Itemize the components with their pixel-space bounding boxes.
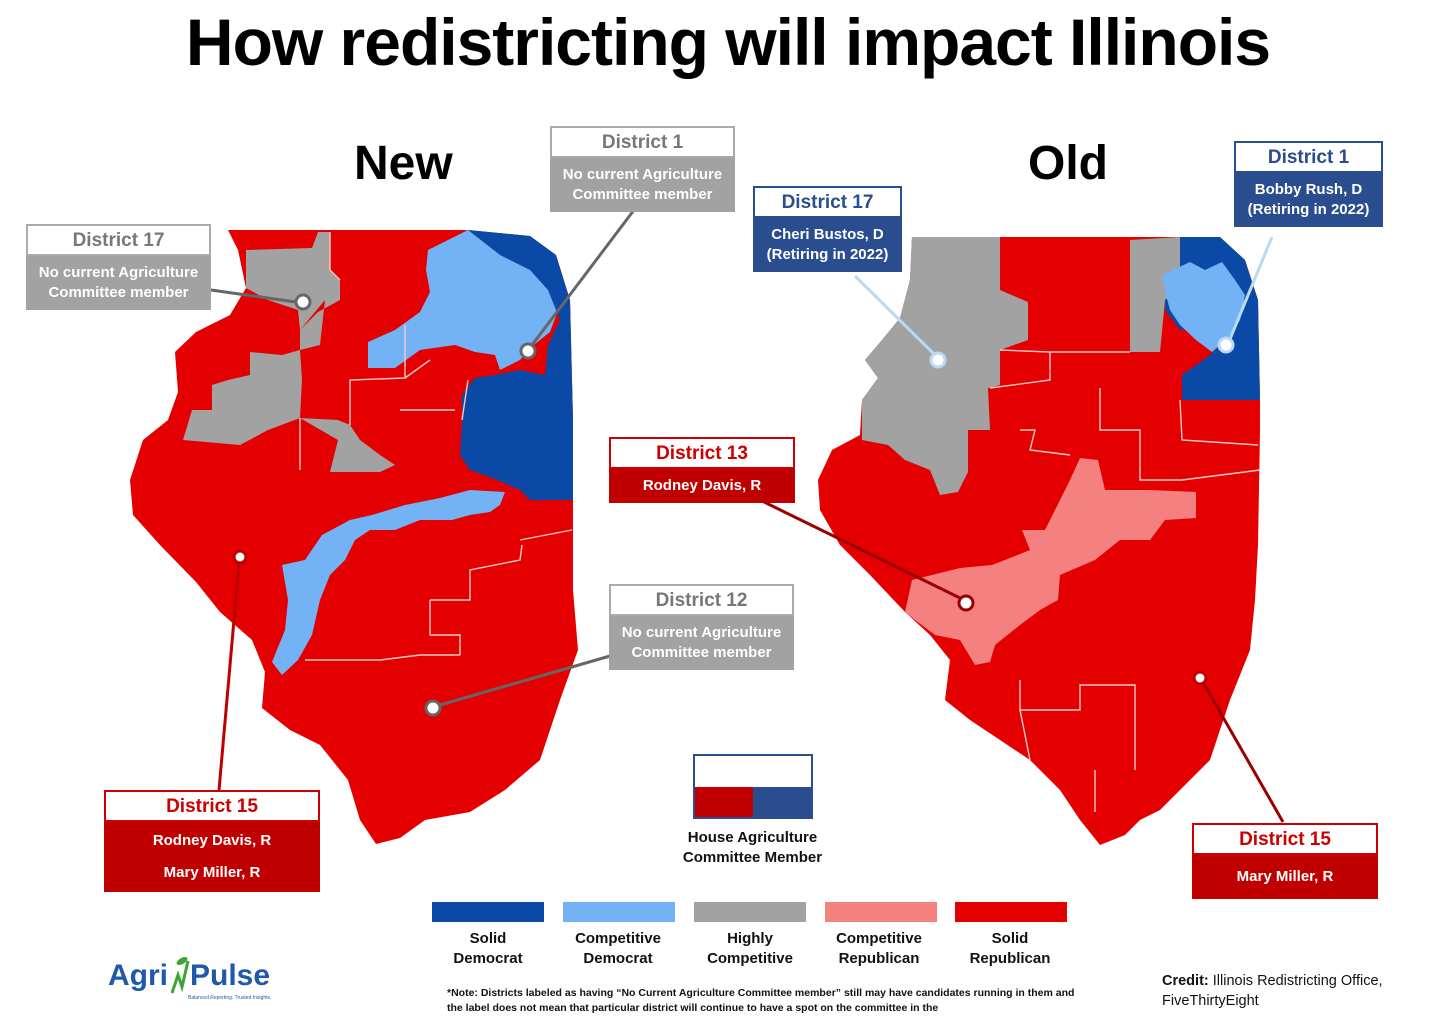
callout-heading: District 13 [609,437,795,469]
callout-new-district-1: District 1 No current Agriculture Commit… [550,126,735,212]
committee-key-republican [695,787,753,817]
new-d15-marker [232,549,248,565]
callout-body: Mary Miller, R [1192,855,1378,899]
legend-swatch-highly-competitive [694,902,806,922]
new-map [130,230,578,844]
callout-old-district-15: District 15 Mary Miller, R [1192,823,1378,899]
committee-key-colors [695,787,811,817]
new-district-17 [183,232,340,445]
committee-key-democrat [753,787,811,817]
callout-body: Cheri Bustos, D (Retiring in 2022) [753,218,902,272]
old-district-17 [862,237,1028,495]
callout-old-district-13: District 13 Rodney Davis, R [609,437,795,503]
legend-label-solid-democrat: Solid Democrat [453,930,523,967]
committee-member-label: House Agriculture Committee Member [682,829,823,866]
legend-label-solid-republican: Solid Republican [969,930,1051,967]
credit: Credit: Illinois Redistricting Office, F… [1162,973,1383,1009]
new-d1-marker [519,342,537,360]
new-district-14 [368,230,560,370]
callout-body: No current Agriculture Committee member [609,616,794,670]
callout-heading: District 1 [1234,141,1383,173]
callout-body: No current Agriculture Committee member [26,256,211,310]
callout-new-district-12: District 12 No current Agriculture Commi… [609,584,794,670]
callout-heading: District 12 [609,584,794,616]
old-d1-marker [1217,336,1235,354]
old-district-chicago-comp-dem [1162,262,1245,352]
footnote: *Note: Districts labeled as having “No C… [447,987,1075,1014]
callout-new-district-17: District 17 No current Agriculture Commi… [26,224,211,310]
new-district-boundary-lines [299,232,573,661]
callout-leaders [210,209,1285,823]
old-map-heading: Old [1028,137,1108,190]
legend-label-competitive-republican: Competitive Republican [836,930,922,967]
committee-member-key [693,754,813,819]
old-d13-marker [957,594,975,612]
legend-label-competitive-democrat: Competitive Democrat [575,930,661,967]
new-district-cook-dem [460,230,573,500]
old-d17-marker [929,351,947,369]
old-map [818,237,1261,845]
new-district-17-corridor [272,490,505,675]
logo-pulse: Pulse [190,959,271,992]
callout-body: Rodney Davis, R Mary Miller, R [104,822,320,892]
callout-body: Rodney Davis, R [609,469,795,503]
callout-heading: District 15 [104,790,320,822]
new-district-16-west-gray [300,418,395,472]
agri-pulse-logo: Agri Pulse Balanced Reporting. Trusted I… [108,955,272,1005]
logo-leaf-icon [170,957,190,994]
legend-swatch-solid-republican [955,902,1067,922]
old-district-13 [905,458,1196,665]
new-map-heading: New [354,137,453,190]
callout-heading: District 15 [1192,823,1378,855]
logo-tagline: Balanced Reporting. Trusted Insights. [188,995,272,1001]
callout-new-district-15: District 15 Rodney Davis, R Mary Miller,… [104,790,320,892]
callout-heading: District 17 [26,224,211,256]
new-d12-marker [424,699,442,717]
old-district-14 [1130,237,1180,352]
callout-heading: District 17 [753,186,902,218]
callout-heading: District 1 [550,126,735,158]
callout-body: No current Agriculture Committee member [550,158,735,212]
legend-swatch-solid-democrat [432,902,544,922]
legend-label-highly-competitive: Highly Competitive [707,930,793,967]
committee-key-top [695,756,811,787]
callout-body: Bobby Rush, D (Retiring in 2022) [1234,173,1383,227]
old-d15-marker [1192,670,1208,686]
callout-old-district-1: District 1 Bobby Rush, D (Retiring in 20… [1234,141,1383,227]
new-d17-marker [294,293,312,311]
legend-swatch-competitive-republican [825,902,937,922]
page-title: How redistricting will impact Illinois [185,5,1271,79]
callout-old-district-17: District 17 Cheri Bustos, D (Retiring in… [753,186,902,272]
logo-agri: Agri [108,959,168,992]
legend-swatch-competitive-democrat [563,902,675,922]
old-district-boundary-lines [989,349,1261,812]
